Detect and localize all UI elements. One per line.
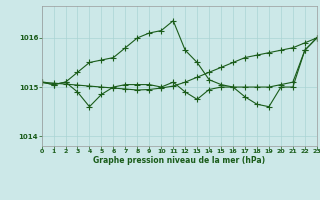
X-axis label: Graphe pression niveau de la mer (hPa): Graphe pression niveau de la mer (hPa) [93,156,265,165]
